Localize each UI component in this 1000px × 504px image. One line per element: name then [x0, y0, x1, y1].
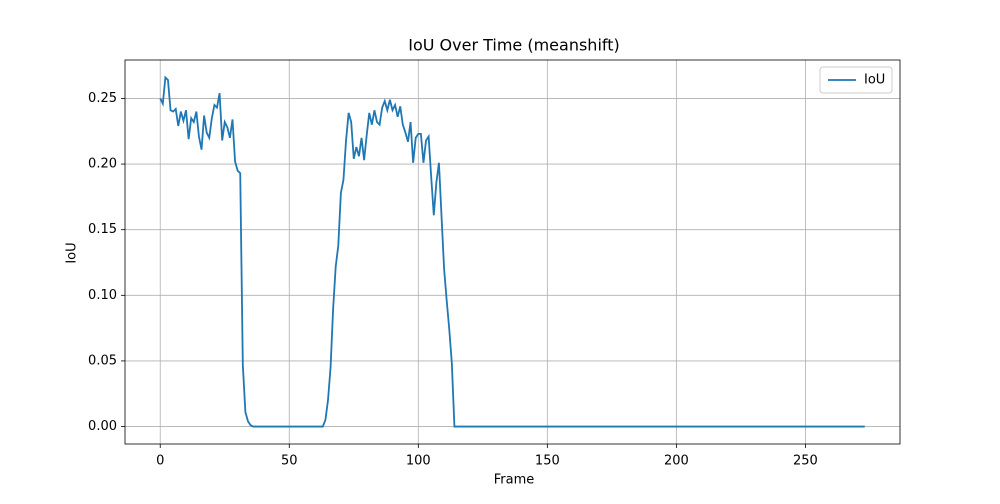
x-tick-label: 250	[793, 454, 818, 469]
y-tick-label: 0.10	[88, 288, 117, 303]
y-tick-label: 0.05	[88, 353, 117, 368]
x-tick-label: 200	[664, 454, 689, 469]
chart-title: IoU Over Time (meanshift)	[408, 36, 620, 55]
y-tick-label: 0.20	[88, 157, 117, 172]
x-tick-label: 150	[535, 454, 560, 469]
x-axis-label: Frame	[494, 473, 535, 488]
y-axis-label: IoU	[65, 242, 80, 263]
y-tick-label: 0.25	[88, 91, 117, 106]
legend-label: IoU	[864, 73, 885, 88]
y-tick-label: 0.15	[88, 222, 117, 237]
x-tick-label: 100	[406, 454, 431, 469]
x-tick-label: 50	[281, 454, 298, 469]
y-tick-label: 0.00	[88, 419, 117, 434]
line-series	[159, 75, 865, 428]
plot-frame	[124, 59, 901, 445]
x-tick-label: 0	[156, 454, 164, 469]
